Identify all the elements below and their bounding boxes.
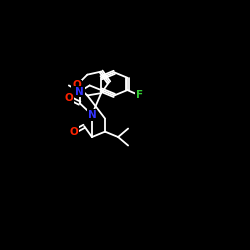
Text: F: F <box>136 90 143 101</box>
Text: N: N <box>75 86 84 97</box>
Text: O: O <box>70 127 78 137</box>
Text: N: N <box>88 110 96 120</box>
Text: O: O <box>64 93 73 103</box>
Text: O: O <box>72 80 81 90</box>
